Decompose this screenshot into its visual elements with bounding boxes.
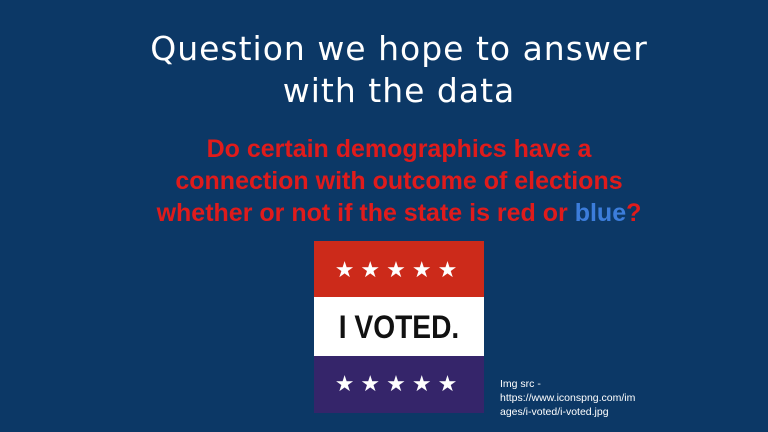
question-line-1: Do certain demographics have a	[206, 135, 592, 163]
badge-red-band	[314, 241, 484, 297]
title-line-2: with the data	[282, 71, 516, 110]
research-question: Do certain demographics have a connectio…	[0, 133, 768, 229]
badge-purple-band	[314, 356, 484, 413]
slide-title: Question we hope to answer with the data	[0, 28, 768, 112]
stars-top-icon: ★★★★★	[334, 258, 464, 283]
question-line-3: whether or not if the state is red or bl…	[0, 197, 768, 229]
credit-line-3: ages/i-voted/i-voted.jpg	[500, 406, 609, 418]
question-line-2: connection with outcome of elections	[175, 167, 623, 195]
question-mark: ?	[626, 199, 642, 227]
question-word-blue: blue	[574, 199, 627, 227]
stars-bottom-icon: ★★★★★	[334, 372, 464, 397]
badge-text: I VOTED.	[338, 309, 460, 345]
question-line-3-start: whether or not if the state is red or	[156, 199, 575, 227]
image-credit: Img src - https://www.iconspng.com/im ag…	[500, 377, 650, 419]
badge-white-band	[314, 297, 484, 356]
credit-line-2: https://www.iconspng.com/im	[500, 392, 636, 404]
credit-line-1: Img src -	[500, 378, 541, 390]
title-line-1: Question we hope to answer	[150, 29, 648, 68]
i-voted-badge-image: ★★★★★ I VOTED. ★★★★★	[314, 241, 484, 413]
